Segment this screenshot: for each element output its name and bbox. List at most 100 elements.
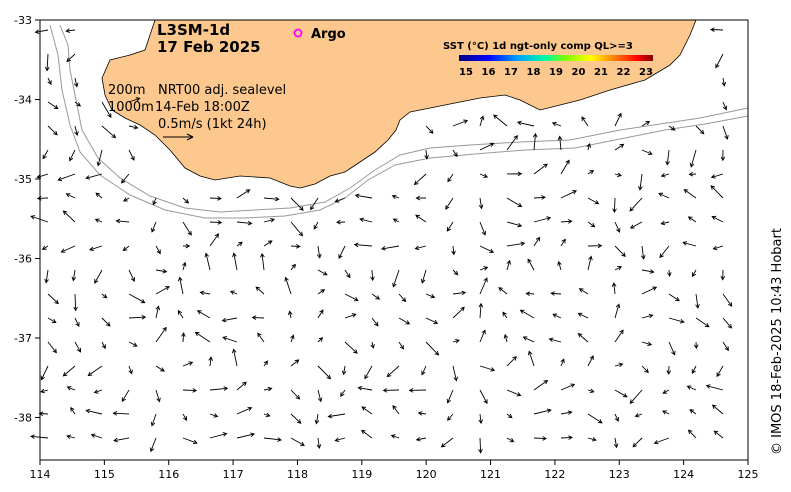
current-vector-arrow <box>65 193 76 199</box>
current-vector-arrow <box>533 236 541 247</box>
current-vector-arrow <box>182 197 190 204</box>
current-vector-arrow <box>557 260 562 271</box>
current-vector-arrow <box>587 169 595 175</box>
current-vector-arrow <box>479 365 496 372</box>
current-vector-arrow <box>668 341 676 356</box>
current-vector-arrow <box>229 290 238 295</box>
current-vector-arrow <box>533 408 552 415</box>
current-vector-arrow <box>586 143 591 151</box>
current-vector-arrow <box>634 413 643 418</box>
current-vector-arrow <box>317 365 332 380</box>
current-vector-arrow <box>506 221 523 228</box>
current-vector-arrow <box>181 332 186 343</box>
current-vector-arrow <box>629 221 643 229</box>
current-vector-arrow <box>533 216 552 223</box>
colorbar-tick-label: 16 <box>482 67 496 78</box>
current-vector-arrow <box>182 243 191 249</box>
current-vector-arrow <box>288 310 293 319</box>
current-vector-arrow <box>290 389 301 400</box>
current-vector-arrow <box>506 135 518 151</box>
current-vector-arrow <box>640 245 646 260</box>
current-vector-arrow <box>425 341 440 356</box>
current-vector-arrow <box>551 121 562 127</box>
current-vector-arrow <box>155 286 170 295</box>
current-vector-arrow <box>550 291 562 296</box>
current-vector-arrow <box>614 266 623 271</box>
current-vector-arrow <box>344 269 351 279</box>
current-vector-arrow <box>338 245 346 260</box>
lat-tick-label: -34 <box>14 94 32 107</box>
current-vector-arrow <box>128 341 138 347</box>
current-vector-arrow <box>506 241 526 247</box>
current-vector-arrow <box>204 252 211 271</box>
current-vector-arrow <box>73 77 79 88</box>
map-frame <box>39 19 749 461</box>
current-vector-arrow <box>638 173 643 191</box>
current-vector-arrow <box>128 149 135 161</box>
current-vector-arrow <box>414 245 427 251</box>
current-vector-arrow <box>667 269 672 277</box>
current-vector-arrow <box>560 410 573 415</box>
current-vector-arrow <box>232 252 238 271</box>
current-vector-arrow <box>112 411 130 416</box>
current-vector-arrow <box>533 379 549 391</box>
current-vector-arrow <box>290 437 305 446</box>
current-vector-arrow <box>479 266 489 271</box>
current-vector-arrow <box>36 195 49 201</box>
current-vector-arrow <box>199 290 211 296</box>
lat-tick-label: -33 <box>14 14 32 27</box>
current-vector-arrow <box>65 28 76 33</box>
current-vector-arrow <box>208 356 213 367</box>
current-vector-arrow <box>101 317 111 327</box>
current-vector-arrow <box>660 220 670 226</box>
current-vector-arrow <box>115 218 130 224</box>
current-vector-arrow <box>722 101 728 111</box>
current-vector-arrow <box>327 413 346 419</box>
current-vector-arrow <box>155 365 165 372</box>
lon-tick-label: 116 <box>158 468 179 481</box>
current-vector-arrow <box>506 171 523 177</box>
current-vector-arrow <box>533 163 548 175</box>
current-vector-arrow <box>370 269 375 282</box>
current-vector-arrow <box>263 437 282 442</box>
current-vector-arrow <box>519 309 535 319</box>
current-vector-arrow <box>231 348 238 367</box>
current-vector-arrow <box>711 215 724 223</box>
isobath-1000m-label: 1000m <box>108 100 154 115</box>
current-vector-arrow <box>290 221 304 237</box>
current-vector-arrow <box>178 276 184 295</box>
current-vector-arrow <box>62 365 76 377</box>
current-vector-arrow <box>354 193 373 199</box>
current-vector-arrow <box>209 386 229 391</box>
current-vector-arrow <box>391 194 400 200</box>
current-vector-arrow <box>336 219 346 225</box>
current-vector-arrow <box>668 125 676 131</box>
current-vector-arrow <box>632 437 643 448</box>
current-vector-arrow <box>577 312 589 319</box>
current-vector-arrow <box>641 313 654 319</box>
current-vector-arrow <box>687 216 697 223</box>
current-vector-arrow <box>721 77 727 87</box>
product-title: L3SM-1d <box>157 21 230 39</box>
current-vector-arrow <box>498 287 508 295</box>
current-vector-arrow <box>340 389 346 397</box>
current-vector-arrow <box>209 196 222 201</box>
current-vector-arrow <box>47 77 52 86</box>
current-vector-arrow <box>687 429 697 439</box>
current-vector-arrow <box>653 437 670 445</box>
map-plot-area <box>30 19 749 454</box>
current-vector-arrow <box>611 282 617 295</box>
current-vector-arrow <box>344 293 359 302</box>
current-vector-arrow <box>532 132 538 151</box>
lon-tick-label: 121 <box>480 468 501 481</box>
current-vector-arrow <box>317 389 323 403</box>
current-vector-arrow <box>101 341 106 350</box>
current-vector-arrow <box>614 413 619 422</box>
imos-credit: © IMOS 18-Feb-2025 10:43 Hobart <box>770 228 785 455</box>
current-vector-arrow <box>47 317 57 323</box>
current-vector-arrow <box>357 385 373 391</box>
current-vector-arrow <box>446 221 454 232</box>
current-vector-arrow <box>398 293 407 303</box>
current-vector-arrow <box>386 365 400 378</box>
current-vector-arrow <box>290 334 295 343</box>
